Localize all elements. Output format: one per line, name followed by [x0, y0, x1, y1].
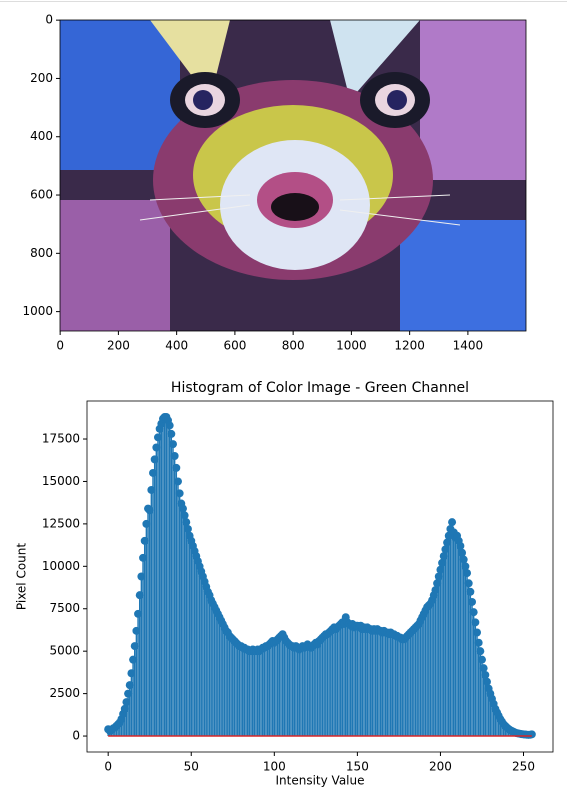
stem-marker — [170, 451, 179, 460]
x-tick-label: 150 — [346, 760, 369, 774]
stem-marker — [439, 552, 448, 561]
stem-marker — [149, 468, 158, 477]
x-tick-label: 600 — [223, 339, 246, 353]
x-tick-label: 200 — [429, 760, 452, 774]
stem-marker — [183, 524, 192, 533]
x-tick-label: 1000 — [336, 339, 367, 353]
stem-marker — [472, 628, 481, 637]
x-tick-label: 200 — [107, 339, 130, 353]
stem-marker — [124, 689, 133, 698]
stem-marker — [125, 681, 134, 690]
y-tick-label: 7500 — [49, 601, 80, 615]
x-tick-label: 1200 — [394, 339, 425, 353]
stem-marker — [458, 548, 467, 557]
stem-marker — [127, 669, 136, 678]
stem-marker — [173, 477, 182, 486]
y-tick-label: 200 — [30, 71, 53, 85]
y-tick-label: 1000 — [22, 304, 53, 318]
y-tick-label: 12500 — [42, 516, 80, 530]
stem-marker — [168, 440, 177, 449]
x-axis-label: Intensity Value — [276, 774, 365, 788]
y-tick-label: 400 — [30, 129, 53, 143]
y-tick-label: 17500 — [42, 432, 80, 446]
x-tick-label: 400 — [165, 339, 188, 353]
stem-marker — [134, 609, 143, 618]
stem-marker — [140, 536, 149, 545]
x-tick-label: 100 — [263, 760, 286, 774]
x-tick-label: 0 — [56, 339, 64, 353]
stem-marker — [456, 541, 465, 550]
stem-marker — [142, 519, 151, 528]
stem-marker — [466, 587, 475, 596]
stem-marker — [459, 555, 468, 564]
stem-marker — [441, 545, 450, 554]
stem-marker — [479, 664, 488, 673]
stem-marker — [147, 485, 156, 494]
stem-marker — [145, 506, 154, 515]
stem-marker — [433, 579, 442, 588]
stem-marker — [139, 553, 148, 562]
stem-marker — [461, 562, 470, 571]
stem-marker — [129, 655, 138, 664]
stem-marker — [474, 638, 483, 647]
stem-marker — [477, 655, 486, 664]
stem-marker — [434, 572, 443, 581]
stem-marker — [154, 433, 163, 442]
x-tick-label: 0 — [104, 760, 112, 774]
stem-marker — [464, 579, 473, 588]
y-tick-label: 0 — [72, 729, 80, 743]
stem-marker — [476, 647, 485, 656]
stem-marker — [120, 704, 129, 713]
x-tick-label: 50 — [184, 760, 199, 774]
y-tick-label: 15000 — [42, 474, 80, 488]
stem-marker — [165, 421, 174, 430]
stem-marker — [468, 597, 477, 606]
y-tick-label: 5000 — [49, 644, 80, 658]
stem-marker — [527, 730, 536, 739]
stem-marker — [152, 443, 161, 452]
image — [60, 20, 526, 331]
stem-marker — [182, 518, 191, 527]
stem-marker — [178, 504, 187, 513]
stem-marker — [132, 626, 141, 635]
stem-marker — [443, 538, 452, 547]
stem-marker — [471, 618, 480, 627]
axes-frame — [86, 400, 554, 753]
stem-marker — [150, 455, 159, 464]
stem-marker — [448, 518, 457, 527]
y-tick-label: 800 — [30, 246, 53, 260]
chart-title: Histogram of Color Image - Green Channel — [171, 380, 469, 396]
y-tick-label: 600 — [30, 188, 53, 202]
x-tick-label: 1400 — [453, 339, 484, 353]
stem-marker — [482, 677, 491, 686]
stem-marker — [172, 463, 181, 472]
stem-marker — [130, 642, 139, 651]
x-tick-label: 800 — [282, 339, 305, 353]
stem-marker — [135, 591, 144, 600]
stem-marker — [431, 586, 440, 595]
y-axis-label: Pixel Count — [15, 543, 29, 611]
stem-marker — [167, 429, 176, 438]
stem-marker — [180, 511, 189, 520]
stem-marker — [481, 670, 490, 679]
stem-marker — [122, 698, 131, 707]
stem-marker — [469, 608, 478, 617]
y-tick-label: 0 — [45, 13, 53, 27]
stem-marker — [137, 572, 146, 581]
x-tick-label: 250 — [512, 760, 535, 774]
stem-marker — [436, 565, 445, 574]
stem-marker — [463, 569, 472, 578]
y-tick-label: 2500 — [49, 686, 80, 700]
y-tick-label: 10000 — [42, 559, 80, 573]
stem-marker — [175, 489, 184, 498]
stem-marker — [438, 558, 447, 567]
axes-frame — [59, 19, 527, 332]
